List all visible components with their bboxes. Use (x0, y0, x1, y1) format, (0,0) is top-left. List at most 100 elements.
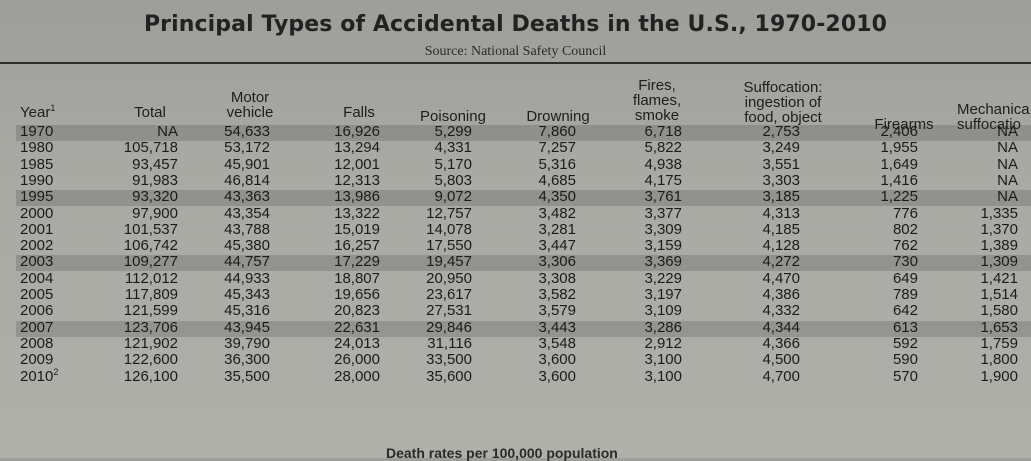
table-row: 2004 112,012 44,933 18,807 20,950 3,308 3,229 4… (0, 269, 1031, 287)
cell-year: 1995 (20, 189, 53, 205)
cell-year-text: 2008 (20, 334, 54, 352)
cell-motor: 43,945 (224, 318, 270, 336)
table-row: 2009 122,600 36,300 26,000 33,500 3,600 3,100 4… (0, 352, 1031, 368)
table-row: 1990 91,983 46,814 12,313 5,803 4,685 4,175 3,3… (0, 171, 1031, 189)
header-motor-line2: vehicle (226, 104, 274, 121)
cell-firearms: 1,416 (880, 171, 918, 189)
cell-motor: 35,500 (224, 367, 270, 385)
cell-firearms: 1,225 (880, 188, 918, 206)
cell-suff: 4,700 (762, 367, 800, 385)
cell-falls: 24,013 (334, 334, 380, 352)
cell-mech: NA (997, 155, 1018, 173)
cell-poison: 5,299 (434, 123, 472, 140)
footer-caption: Death rates per 100,000 population (386, 445, 618, 461)
header-fires-line3: smoke (634, 107, 680, 124)
cell-motor: 44,757 (224, 253, 270, 271)
cell-year-text: 2007 (20, 318, 54, 336)
header-mechanical: Mechanica suffocatio (957, 102, 1031, 132)
header-total-label: Total (134, 104, 166, 121)
cell-motor: 53,172 (224, 139, 270, 157)
cell-year: 2002 (20, 238, 53, 254)
header-falls: Falls (318, 105, 400, 120)
header-drowning: Drowning (514, 109, 602, 124)
cell-fires: 3,100 (644, 351, 682, 369)
cell-suff: 4,272 (762, 253, 800, 271)
cell-firearms: 730 (892, 253, 918, 271)
cell-total: 106,742 (123, 237, 178, 255)
cell-total: 112,012 (124, 269, 178, 287)
cell-falls: 12,313 (334, 171, 380, 189)
cell-firearms: 649 (892, 269, 918, 287)
table-row: 1985 93,457 45,901 12,001 5,170 5,316 4,938 3,5… (0, 155, 1031, 173)
cell-fires: 3,309 (644, 220, 682, 238)
cell-suff: 4,344 (762, 318, 800, 336)
cell-drown: 3,600 (538, 351, 576, 369)
cell-year: 2000 (20, 204, 54, 222)
cell-year: 2006 (20, 303, 53, 319)
header-poisoning-label: Poisoning (420, 108, 486, 125)
header-suff-line1: Suffocation: (743, 79, 823, 96)
cell-year-text: 2000 (20, 204, 54, 222)
cell-mech: 1,653 (980, 318, 1018, 336)
cell-suff: 4,500 (762, 351, 800, 369)
cell-suff: 4,128 (762, 237, 800, 255)
cell-drown: 3,582 (538, 286, 576, 303)
cell-fires: 3,369 (644, 253, 682, 271)
cell-falls: 22,631 (334, 318, 380, 336)
cell-fires: 3,100 (644, 367, 682, 385)
table-row: 2005 117,809 45,343 19,656 23,617 3,582 3,197 4… (0, 287, 1031, 303)
cell-fires: 4,938 (644, 155, 682, 173)
cell-drown: 3,443 (538, 318, 576, 336)
cell-falls: 13,322 (334, 204, 380, 222)
cell-falls: 26,000 (334, 351, 380, 369)
cell-drown: 3,308 (538, 269, 576, 287)
cell-total: NA (157, 123, 178, 140)
cell-drown: 3,482 (538, 204, 576, 222)
table-row: 1995 93,320 43,363 13,986 9,072 4,350 3,761 3,1… (0, 189, 1031, 205)
cell-motor: 54,633 (224, 123, 270, 140)
cell-drown: 3,548 (538, 334, 576, 352)
cell-total: 126,100 (123, 367, 178, 385)
cell-fires: 3,159 (644, 237, 682, 255)
cell-mech: NA (997, 171, 1018, 189)
cell-motor: 44,933 (224, 269, 270, 287)
header-poisoning: Poisoning (408, 109, 498, 124)
cell-fires: 2,912 (644, 334, 682, 352)
cell-total: 97,900 (132, 204, 178, 222)
cell-year-text: 2010 (20, 367, 54, 385)
cell-total: 122,600 (123, 351, 178, 369)
table-row: 2008 121,902 39,790 24,013 31,116 3,548 2,912 4… (0, 334, 1031, 352)
cell-firearms: 570 (892, 367, 918, 385)
cell-drown: 3,447 (538, 237, 576, 255)
cell-fires: 3,109 (644, 302, 682, 320)
cell-year-text: 1970 (20, 123, 54, 140)
cell-firearms: 2,406 (880, 123, 918, 140)
table-row: 2001 101,537 43,788 15,019 14,078 3,281 3,309 4… (0, 220, 1031, 238)
cell-mech: 1,421 (980, 269, 1018, 287)
cell-mech: NA (997, 123, 1018, 140)
cell-suff: 2,753 (762, 123, 800, 140)
cell-year: 1970 (20, 124, 53, 140)
cell-year-text: 1985 (20, 155, 54, 173)
cell-firearms: 592 (892, 334, 918, 352)
cell-year-text: 2005 (20, 286, 54, 303)
cell-mech: 1,309 (980, 253, 1018, 271)
cell-poison: 23,617 (426, 286, 472, 303)
cell-year-text: 2002 (20, 237, 54, 255)
cell-year: 2009 (20, 352, 53, 368)
cell-poison: 29,846 (426, 318, 472, 336)
table-row: 2006 121,599 45,316 20,823 27,531 3,579 3,109 4… (0, 303, 1031, 319)
cell-poison: 31,116 (427, 334, 472, 352)
cell-mech: NA (997, 188, 1018, 206)
cell-fires: 3,377 (644, 204, 682, 222)
cell-fires: 3,761 (644, 188, 682, 206)
cell-year-text: 2004 (20, 269, 54, 287)
cell-falls: 16,926 (334, 123, 380, 140)
cell-fires: 6,718 (644, 123, 682, 140)
cell-mech: 1,335 (980, 204, 1018, 222)
cell-poison: 5,803 (434, 171, 472, 189)
row-shading (16, 255, 1031, 272)
cell-motor: 46,814 (224, 171, 270, 189)
header-drowning-label: Drowning (526, 108, 590, 125)
cell-total: 117,809 (124, 286, 178, 303)
